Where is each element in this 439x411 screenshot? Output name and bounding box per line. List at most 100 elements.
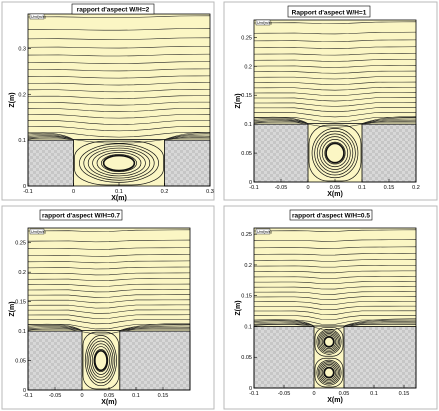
streamline <box>27 299 191 304</box>
streamline <box>253 87 417 91</box>
vortex-core <box>94 349 108 372</box>
vortex-ring <box>319 136 351 170</box>
y-tick-label: 0.25 <box>241 232 252 238</box>
streamline <box>253 92 417 96</box>
streamline <box>27 272 191 276</box>
y-tick-label: 0 <box>249 386 252 392</box>
streamline <box>27 247 191 250</box>
vortex-core <box>323 336 335 348</box>
vortex-ring <box>311 128 359 179</box>
streamline <box>253 21 417 24</box>
variable-tag-box <box>255 228 271 235</box>
y-axis-label: Z(m) <box>235 300 242 315</box>
streamline <box>253 116 417 124</box>
left-wall <box>27 139 74 187</box>
streamline <box>253 107 417 112</box>
streamline <box>253 97 417 102</box>
x-tick-label: -0.1 <box>249 391 258 397</box>
title-box <box>71 3 155 15</box>
vortex-ring <box>319 331 339 352</box>
y-tick-label: 0 <box>23 388 26 394</box>
y-tick-label: 0.3 <box>18 46 26 52</box>
streamline <box>253 39 417 42</box>
vortex-outline <box>314 357 344 388</box>
chart-title: Rapport d'aspect W/H=1 <box>292 9 367 16</box>
y-tick-label: 0.2 <box>244 263 252 269</box>
vortex-ring <box>83 145 155 181</box>
streamline <box>27 61 211 64</box>
streamline <box>27 68 211 72</box>
right-wall <box>343 326 417 389</box>
streamline <box>27 283 191 287</box>
x-tick-label: 0.15 <box>399 391 410 397</box>
x-tick-label: 0.2 <box>412 185 420 191</box>
y-tick-label: 0.1 <box>18 138 26 144</box>
streamline <box>253 52 417 56</box>
streamline <box>27 314 191 319</box>
y-tick-label: 0.05 <box>15 359 26 365</box>
streamline <box>27 278 191 282</box>
vortex-ring <box>320 363 338 382</box>
vortex-core <box>325 142 345 164</box>
vortex-outline <box>314 327 344 357</box>
y-tick-label: 0.1 <box>18 329 26 335</box>
vortex-2 <box>314 357 344 388</box>
x-tick-label: 0.15 <box>158 393 169 399</box>
y-tick-label: 0 <box>23 184 26 190</box>
x-axis-label: X(m) <box>101 399 117 406</box>
y-tick-label: 0.05 <box>241 355 252 361</box>
streamline <box>27 95 211 99</box>
streamline <box>253 76 417 80</box>
x-axis-label: X(m) <box>327 191 343 198</box>
streamline <box>27 289 191 293</box>
y-tick-label: 0 <box>249 180 252 186</box>
streamline <box>253 102 417 107</box>
vortex-ring <box>90 343 112 378</box>
streamline <box>253 259 417 262</box>
chart-panel-3: -0.1 -0.05 0 0.05 0.1 0.15 0 0.05 0.1 0.15 0.2 0.25… <box>1 205 215 410</box>
streamline <box>253 253 417 256</box>
x-tick-label: -0.05 <box>49 393 62 399</box>
x-tick-label: -0.1 <box>249 185 258 191</box>
x-tick-label: 0.05 <box>330 185 341 191</box>
streamline <box>253 31 417 35</box>
x-tick-label: 0.1 <box>358 185 366 191</box>
streamline <box>27 37 211 40</box>
vortex-core <box>102 154 136 172</box>
streamline <box>27 132 211 140</box>
chart-title: rapport d'aspect W/H=0.5 <box>292 212 370 219</box>
x-tick-label: -0.1 <box>23 393 32 399</box>
streamline <box>253 318 417 327</box>
streamline <box>253 270 417 274</box>
variable-tag-box <box>255 19 271 26</box>
chart-panel-1: -0.1 0 0.1 0.2 0.300.10.20.3X(m)Z(m)rapport … <box>1 1 215 202</box>
y-tick-label: 0.2 <box>18 270 26 276</box>
streamline <box>253 81 417 85</box>
streamline <box>253 305 417 310</box>
vortex-ring <box>86 337 116 384</box>
vortex-ring <box>321 365 337 380</box>
streamline <box>27 28 211 31</box>
streamline <box>27 126 211 132</box>
streamline <box>27 266 191 270</box>
streamline <box>27 114 211 119</box>
streamline <box>253 319 416 325</box>
right-wall <box>361 123 417 183</box>
x-tick-label: 0 <box>80 393 83 399</box>
streamline <box>27 88 211 93</box>
y-tick-label: 0.15 <box>15 300 26 306</box>
streamline <box>27 304 191 309</box>
x-tick-label: 0 <box>312 391 315 397</box>
left-wall <box>27 330 83 391</box>
vortex-ring <box>317 330 341 354</box>
y-axis-label: Z(m) <box>9 301 16 316</box>
x-tick-label: 0.3 <box>206 189 214 195</box>
right-wall <box>164 139 211 187</box>
chart-panel-2: -0.1 -0.05 0 0.05 0.1 0.15 0.2 0 0.05 0.1 0.15 0.2 0… <box>223 1 438 201</box>
streamline <box>253 281 417 285</box>
y-axis-label: Z(m) <box>235 93 242 108</box>
x-tick-label: 0.1 <box>132 393 140 399</box>
vortex-ring <box>319 362 339 383</box>
streamline <box>253 291 417 295</box>
